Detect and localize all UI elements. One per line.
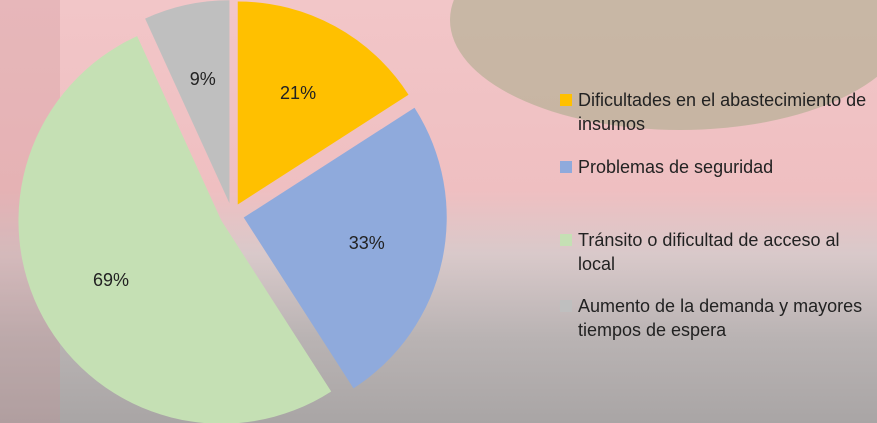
legend-swatch — [560, 161, 572, 173]
pie-slice — [145, 0, 230, 204]
legend-item: Problemas de seguridad — [560, 155, 860, 179]
data-label: 9% — [190, 69, 216, 89]
data-label: 69% — [93, 270, 129, 290]
legend-swatch — [560, 94, 572, 106]
pie-slice — [237, 1, 409, 205]
legend-swatch — [560, 300, 572, 312]
data-label: 21% — [280, 83, 316, 103]
legend-item: Dificultades en el abastecimiento de ins… — [560, 88, 866, 136]
legend-label: Aumento de la demanda y mayores tiempos … — [578, 296, 863, 340]
pie-slice — [18, 36, 332, 423]
background-emblem — [450, 0, 877, 130]
pie-slice — [243, 107, 447, 389]
legend-label: Dificultades en el abastecimiento de ins… — [578, 90, 867, 134]
legend-label: Problemas de seguridad — [578, 157, 774, 177]
legend-swatch — [560, 234, 572, 246]
legend-label: Tránsito o dificultad de acceso al local — [578, 230, 840, 274]
legend-item: Aumento de la demanda y mayores tiempos … — [560, 294, 862, 342]
legend-item: Tránsito o dificultad de acceso al local — [560, 228, 860, 276]
data-label: 33% — [349, 233, 385, 253]
